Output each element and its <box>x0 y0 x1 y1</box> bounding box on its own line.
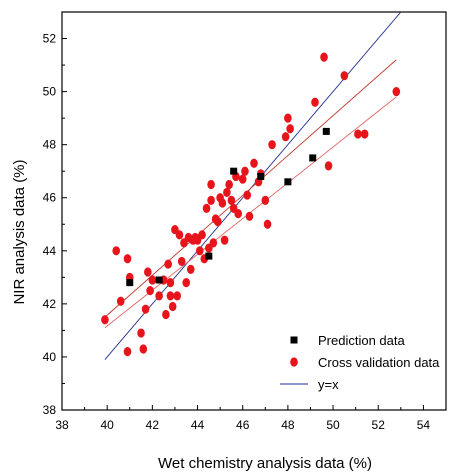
prediction-point <box>126 279 134 287</box>
plot-frame <box>61 11 447 411</box>
cross-validation-point <box>112 246 121 256</box>
cross-validation-point <box>223 187 231 198</box>
cross-validation-point <box>243 190 252 200</box>
cross-validation-point <box>392 87 401 97</box>
cross-validation-point <box>340 71 349 81</box>
cross-validation-point <box>146 286 154 296</box>
prediction-point <box>230 167 238 175</box>
legend-label: y=x <box>318 377 339 392</box>
cross-validation-point <box>286 124 294 134</box>
cross-validation-point <box>101 315 109 325</box>
cross-validation-point <box>209 238 218 248</box>
legend-label: Cross validation data <box>318 355 440 370</box>
cross-validation-point <box>123 347 132 357</box>
cross-validation-point <box>324 161 333 171</box>
y-tick-label: 50 <box>43 85 57 99</box>
cross-validation-point <box>268 140 276 150</box>
cross-validation-point <box>354 129 362 139</box>
cross-validation-point <box>173 291 181 301</box>
x-tick-label: 38 <box>55 418 69 432</box>
x-tick-label: 42 <box>146 418 160 432</box>
cross-validation-point <box>214 217 222 227</box>
x-tick-label: 44 <box>191 418 205 432</box>
cross-validation-point <box>218 198 227 208</box>
y-tick-label: 52 <box>43 32 57 46</box>
prediction-point <box>309 154 317 162</box>
legend: Prediction data Cross validation data y=x <box>280 333 440 392</box>
y-tick-label: 44 <box>43 244 57 258</box>
prediction-point <box>205 252 213 260</box>
data-points <box>101 52 401 357</box>
x-tick-label: 46 <box>236 418 250 432</box>
cross-validation-point <box>144 267 152 277</box>
cross-validation-point <box>137 328 145 338</box>
cross-validation-point <box>263 219 272 229</box>
cross-validation-point <box>227 195 236 205</box>
legend-cross-validation-marker <box>290 357 298 367</box>
cross-validation-point <box>162 309 170 320</box>
y-tick-label: 42 <box>43 297 57 311</box>
cross-validation-point <box>245 211 254 221</box>
cross-validation-point <box>175 230 184 240</box>
cross-validation-point <box>261 195 270 205</box>
cross-validation-point <box>166 291 175 301</box>
prediction-point <box>284 178 292 186</box>
cross-validation-point <box>186 264 195 274</box>
cross-validation-point <box>123 254 132 264</box>
cross-validation-point <box>198 230 206 240</box>
cross-validation-point <box>182 278 191 288</box>
plot-area <box>61 11 447 411</box>
cross-validation-point <box>284 113 292 123</box>
cross-validation-point <box>166 278 175 288</box>
y-tick-label: 46 <box>43 191 57 205</box>
x-tick-label: 54 <box>417 418 431 432</box>
cross-validation-point <box>155 291 163 301</box>
cross-validation-point <box>225 179 233 190</box>
cross-validation-point <box>207 195 215 205</box>
legend-label: Prediction data <box>318 333 405 348</box>
cross-validation-point <box>139 344 148 354</box>
cross-validation-point <box>164 259 172 269</box>
cross-validation-point <box>141 304 150 314</box>
cross-validation-point <box>360 129 369 139</box>
y-axis-title: NIR analysis data (%) <box>11 159 28 304</box>
cross-validation-point <box>220 235 229 245</box>
cross-validation-point <box>202 203 211 213</box>
cross-validation-point <box>238 174 247 184</box>
cross-validation-point <box>281 132 290 142</box>
legend-prediction-marker <box>290 336 298 344</box>
axes: 38 40 42 44 46 48 50 52 54 38 40 42 44 46 48 50 52 <box>43 32 431 432</box>
x-tick-label: 52 <box>372 418 386 432</box>
cross-validation-point <box>116 296 125 306</box>
cross-validation-point <box>168 301 177 312</box>
x-tick-label: 48 <box>281 418 295 432</box>
cross-validation-point <box>207 179 215 190</box>
y-tick-label: 38 <box>43 403 57 417</box>
y-tick-label: 40 <box>43 350 57 364</box>
cross-validation-point <box>177 256 186 267</box>
cross-validation-point <box>234 209 242 219</box>
x-tick-label: 50 <box>326 418 340 432</box>
cross-validation-point <box>195 246 204 256</box>
cross-validation-point <box>148 275 157 285</box>
x-axis-title: Wet chemistry analysis data (%) <box>158 455 372 472</box>
x-tick-label: 40 <box>100 418 114 432</box>
prediction-point <box>322 127 330 135</box>
cross-validation-point <box>320 52 328 62</box>
cross-validation-point <box>241 166 249 176</box>
prediction-fit-line <box>104 59 397 318</box>
prediction-point <box>257 173 265 181</box>
cross-validation-point <box>250 158 258 168</box>
y-tick-label: 48 <box>43 138 57 152</box>
prediction-point <box>155 276 163 284</box>
cross-validation-point <box>311 97 319 107</box>
